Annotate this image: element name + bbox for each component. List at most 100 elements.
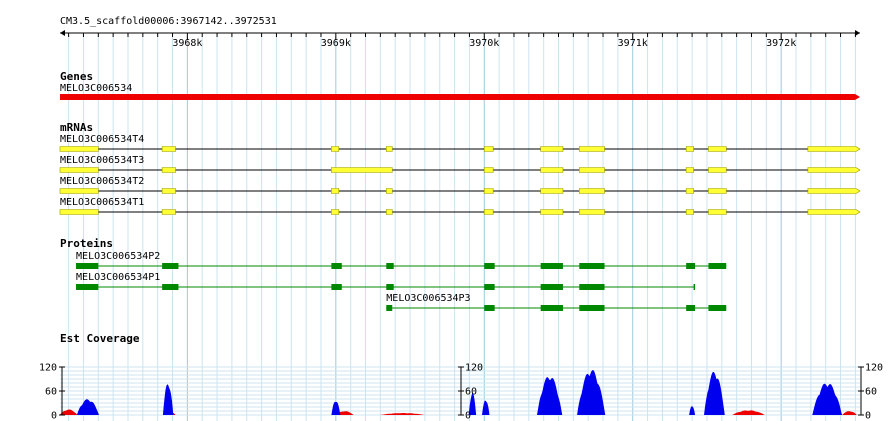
protein-exon[interactable] [331,284,342,290]
coverage-axis-label: 0 [51,411,57,421]
mrna-exon[interactable] [59,146,99,152]
ruler-right-arrow [855,30,860,36]
coverage-axis-label: 120 [39,363,57,374]
genes-track-title: Genes [60,70,93,83]
mrna-exon[interactable] [540,188,564,194]
protein-exon[interactable] [686,305,696,311]
protein-feature[interactable]: MELO3C006534P1 [76,272,696,290]
mrna-exon[interactable] [483,167,494,173]
gene-bar[interactable] [60,94,860,100]
mrnas-track-title: mRNAs [60,121,93,134]
mrna-exon[interactable] [59,209,99,215]
mrna-exon[interactable] [578,167,605,173]
mrna-feature[interactable]: MELO3C006534T2 [59,176,861,194]
protein-exon[interactable] [484,305,495,311]
mrna-exon[interactable] [807,146,861,152]
mrna-exon[interactable] [331,167,393,173]
coverage-axis-label: 0 [465,411,471,421]
protein-exon[interactable] [579,263,605,269]
mrna-exon[interactable] [708,188,727,194]
ruler-tick-label: 3969k [321,38,351,49]
mrna-exon[interactable] [161,167,176,173]
mrna-feature[interactable]: MELO3C006534T4 [59,134,861,152]
mrna-exon[interactable] [385,146,393,152]
proteins-track[interactable]: MELO3C006534P2 MELO3C006534P1 MELO3C006534… [76,251,727,311]
mrna-exon[interactable] [385,209,393,215]
mrna-exon[interactable] [161,146,176,152]
protein-exon[interactable] [708,263,727,269]
coverage-axis-label: 120 [465,363,483,374]
protein-exon[interactable] [579,284,605,290]
mrna-exon[interactable] [59,188,99,194]
protein-exon[interactable] [162,284,179,290]
protein-exon[interactable] [386,284,394,290]
mrna-exon[interactable] [161,188,176,194]
protein-exon[interactable] [540,263,563,269]
mrna-exon[interactable] [685,188,694,194]
protein-exon[interactable] [579,305,605,311]
protein-exon[interactable] [540,284,563,290]
mrna-exon[interactable] [331,146,340,152]
protein-feature[interactable]: MELO3C006534P2 [76,251,727,269]
est-coverage-track-title: Est Coverage [60,332,140,345]
protein-exon[interactable] [76,263,99,269]
mrna-exon[interactable] [59,167,99,173]
mrna-label: MELO3C006534T3 [60,155,144,166]
mrna-feature[interactable]: MELO3C006534T3 [59,155,861,173]
mrna-exon[interactable] [385,188,393,194]
mrna-label: MELO3C006534T2 [60,176,144,187]
ruler-tick-label: 3970k [469,38,499,49]
mrna-exon[interactable] [578,188,605,194]
mrna-exon[interactable] [685,209,694,215]
mrna-exon[interactable] [161,209,176,215]
mrna-exon[interactable] [578,209,605,215]
mrna-exon[interactable] [540,146,564,152]
mrna-exon[interactable] [483,209,494,215]
protein-exon[interactable] [693,284,696,290]
protein-exon[interactable] [386,305,393,311]
mrna-exon[interactable] [540,167,564,173]
mrna-exon[interactable] [483,146,494,152]
mrna-exon[interactable] [708,146,727,152]
mrna-exon[interactable] [807,167,861,173]
genes-track[interactable]: MELO3C006534 [60,83,860,100]
ruler[interactable]: 3968k 3969k 3970k 3971k 3972k [60,30,860,49]
protein-label: MELO3C006534P1 [76,272,160,283]
protein-exon[interactable] [484,284,495,290]
protein-exon[interactable] [708,305,727,311]
gene-feature[interactable]: MELO3C006534 [60,83,860,100]
ruler-tick-label: 3972k [766,38,796,49]
mrna-exon[interactable] [708,209,727,215]
mrna-exon[interactable] [578,146,605,152]
mrna-label: MELO3C006534T1 [60,197,144,208]
protein-exon[interactable] [540,305,563,311]
protein-exon[interactable] [76,284,99,290]
mrna-exon[interactable] [483,188,494,194]
mrna-exon[interactable] [807,188,861,194]
protein-exon[interactable] [386,263,394,269]
region-label: CM3.5_scaffold00006:3967142..3972531 [60,16,277,27]
mrna-feature[interactable]: MELO3C006534T1 [59,197,861,215]
gene-label: MELO3C006534 [60,83,132,94]
protein-exon[interactable] [162,263,179,269]
mrnas-track[interactable]: MELO3C006534T4 MELO3C006534T3 MELO3C006534… [59,134,861,215]
protein-exon[interactable] [484,263,495,269]
coverage-axis-label: 120 [865,363,883,374]
protein-feature[interactable]: MELO3C006534P3 [386,293,727,311]
mrna-exon[interactable] [807,209,861,215]
mrna-exon[interactable] [685,146,694,152]
coverage-axis-label: 60 [45,387,57,398]
protein-label: MELO3C006534P2 [76,251,160,262]
vertical-gridlines [68,36,856,421]
protein-exon[interactable] [331,263,342,269]
mrna-exon[interactable] [685,167,694,173]
coverage-axis-label: 60 [865,387,877,398]
mrna-label: MELO3C006534T4 [60,134,144,145]
mrna-exon[interactable] [331,209,340,215]
mrna-exon[interactable] [708,167,727,173]
protein-exon[interactable] [686,263,696,269]
est-coverage-track[interactable]: 120 60 0 120 60 0 120 60 0 [39,363,883,421]
mrna-exon[interactable] [540,209,564,215]
mrna-exon[interactable] [331,188,340,194]
